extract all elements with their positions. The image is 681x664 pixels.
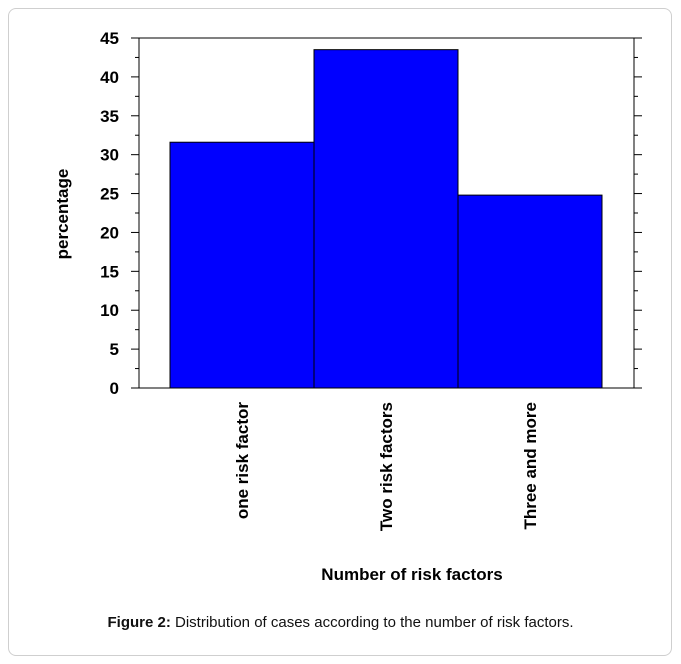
y-axis-title: percentage [53,169,72,260]
y-tick-label: 40 [100,68,119,87]
bar [457,194,603,389]
x-tick-label: Two risk factors [377,402,396,531]
y-tick-label: 0 [110,379,119,398]
y-tick-label: 15 [100,262,119,281]
bar-chart: 0 5 10 15 20 25 30 35 40 45 one risk factor Two ris… [53,29,642,584]
y-tick-label: 20 [100,223,119,242]
bar [313,49,459,389]
x-tick-label: Three and more [521,402,540,530]
y-tick-label: 25 [100,185,119,204]
y-tick-label: 10 [100,301,119,320]
bar [169,141,315,389]
caption-text: Distribution of cases according to the n… [175,614,574,631]
x-axis-title: Number of risk factors [321,565,502,584]
caption-label: Figure 2: [107,614,171,631]
y-tick-label: 45 [100,29,119,48]
figure-caption: Figure 2: Distribution of cases accordin… [0,614,681,631]
y-tick-label: 5 [110,340,119,359]
y-tick-label: 30 [100,146,119,165]
plot-area: 0 5 10 15 20 25 30 35 40 45 one risk factor Two ris… [100,29,642,531]
y-tick-label: 35 [100,107,119,126]
x-tick-label: one risk factor [233,402,252,520]
